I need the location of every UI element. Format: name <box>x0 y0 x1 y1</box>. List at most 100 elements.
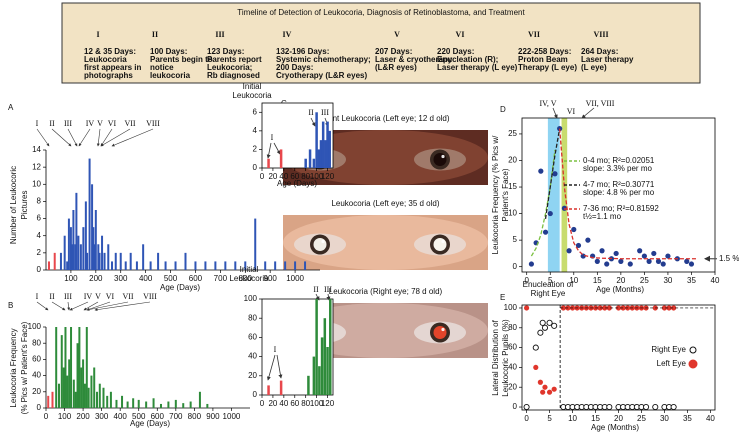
x-tick-label: 0 <box>44 412 49 421</box>
arrow <box>273 142 281 155</box>
point <box>542 229 549 235</box>
y-tick-label: 100 <box>504 303 518 312</box>
y-tick-label: 12 <box>32 162 41 171</box>
bar <box>92 227 95 270</box>
y-tick-label: 25 <box>508 129 517 138</box>
x-tick-label: 60 <box>290 172 299 181</box>
stage-pointer <box>67 128 78 147</box>
bar <box>119 252 122 270</box>
annotation: Initial <box>240 265 259 274</box>
y-tick-label: 20 <box>32 387 41 396</box>
point <box>585 237 591 243</box>
y-axis-label: Leukocoric Pupils (%) <box>501 319 510 397</box>
stage-numeral: I <box>96 30 99 39</box>
point <box>641 253 647 259</box>
point <box>651 250 657 257</box>
stage-numeral: VII <box>528 30 540 39</box>
stage-text: Therapy (L eye) <box>518 63 577 72</box>
stage-text: 264 Days: <box>581 47 618 56</box>
bar <box>107 244 110 270</box>
bar <box>135 261 138 270</box>
point <box>627 261 633 267</box>
bar <box>82 359 85 408</box>
annotation: Initial <box>243 82 262 91</box>
point <box>538 168 544 174</box>
bar <box>279 380 283 395</box>
point <box>655 258 662 264</box>
y-tick-label: 4 <box>253 126 258 135</box>
y-tick-label: 6 <box>37 214 42 223</box>
y-tick-label: 0 <box>37 403 42 412</box>
stage-text: leukocoria <box>150 71 191 80</box>
arrow <box>266 354 276 381</box>
point <box>523 403 530 411</box>
y-tick-label: 40 <box>508 363 517 372</box>
x-tick-label: 1000 <box>223 412 241 421</box>
bar <box>204 261 207 270</box>
y-tick-label: 5 <box>513 235 518 244</box>
y-tick-label: 100 <box>28 322 42 331</box>
bar <box>63 235 66 270</box>
point <box>542 384 548 390</box>
point <box>528 261 535 267</box>
x-tick-label: 0 <box>260 172 265 181</box>
eye-pupil <box>433 153 447 166</box>
stage-text: 132-196 Days: <box>276 47 329 56</box>
arrow <box>266 142 272 159</box>
x-tick-label: 40 <box>706 414 715 423</box>
stage-text: 12 & 35 Days: <box>84 47 136 56</box>
bar <box>284 261 287 270</box>
x-tick-label: 40 <box>279 172 288 181</box>
fit-line <box>559 128 697 260</box>
y-tick-label: 2 <box>253 145 258 154</box>
stage-numeral: II <box>152 30 158 39</box>
stage-text: (L eye) <box>581 63 607 72</box>
bar <box>194 261 197 270</box>
photo-caption: Leukocoria (Left eye; 35 d old) <box>331 199 439 208</box>
eye-glint <box>441 327 445 332</box>
bar <box>326 347 329 395</box>
stage-marker: VII <box>124 119 135 128</box>
x-tick-label: 800 <box>188 412 202 421</box>
arrow <box>276 354 283 379</box>
stage-marker: VIII <box>143 292 157 301</box>
x-tick-label: 15 <box>593 276 602 285</box>
plot-frame <box>261 298 334 396</box>
legend-detail: t½=1.1 mo <box>583 212 622 221</box>
y-tick-label: 40 <box>248 352 257 361</box>
point <box>606 305 612 311</box>
point <box>533 364 539 371</box>
bar <box>47 395 50 408</box>
bar <box>77 235 80 270</box>
point <box>540 389 546 395</box>
bar <box>326 121 329 168</box>
bar <box>279 149 283 168</box>
point <box>606 403 613 411</box>
point <box>684 258 690 264</box>
point <box>646 258 652 264</box>
eye-glint <box>321 239 325 244</box>
stage-marker: V <box>95 292 101 301</box>
x-tick-label: 0 <box>260 399 265 408</box>
y-tick-label: 0 <box>253 390 258 399</box>
x-tick-label: 30 <box>663 276 672 285</box>
stage-marker: I <box>36 292 39 301</box>
eye-pupil <box>433 326 447 339</box>
stage-text: Rb diagnosed <box>207 71 260 80</box>
bar <box>111 261 114 270</box>
bar <box>72 210 75 270</box>
x-tick-label: 700 <box>169 412 183 421</box>
stage-pointer <box>83 301 99 311</box>
point <box>566 248 572 254</box>
x-tick-label: 10 <box>569 276 578 285</box>
x-tick-label: 100 <box>310 172 324 181</box>
point <box>604 261 610 267</box>
stage-pointer <box>111 128 154 147</box>
x-tick-label: 120 <box>321 172 335 181</box>
bar <box>189 401 192 408</box>
x-tick-label: 80 <box>301 172 310 181</box>
bar <box>59 252 62 270</box>
point <box>688 261 695 267</box>
y-tick-label: 0 <box>513 262 518 271</box>
x-axis-label: Age (Days) <box>130 419 170 428</box>
